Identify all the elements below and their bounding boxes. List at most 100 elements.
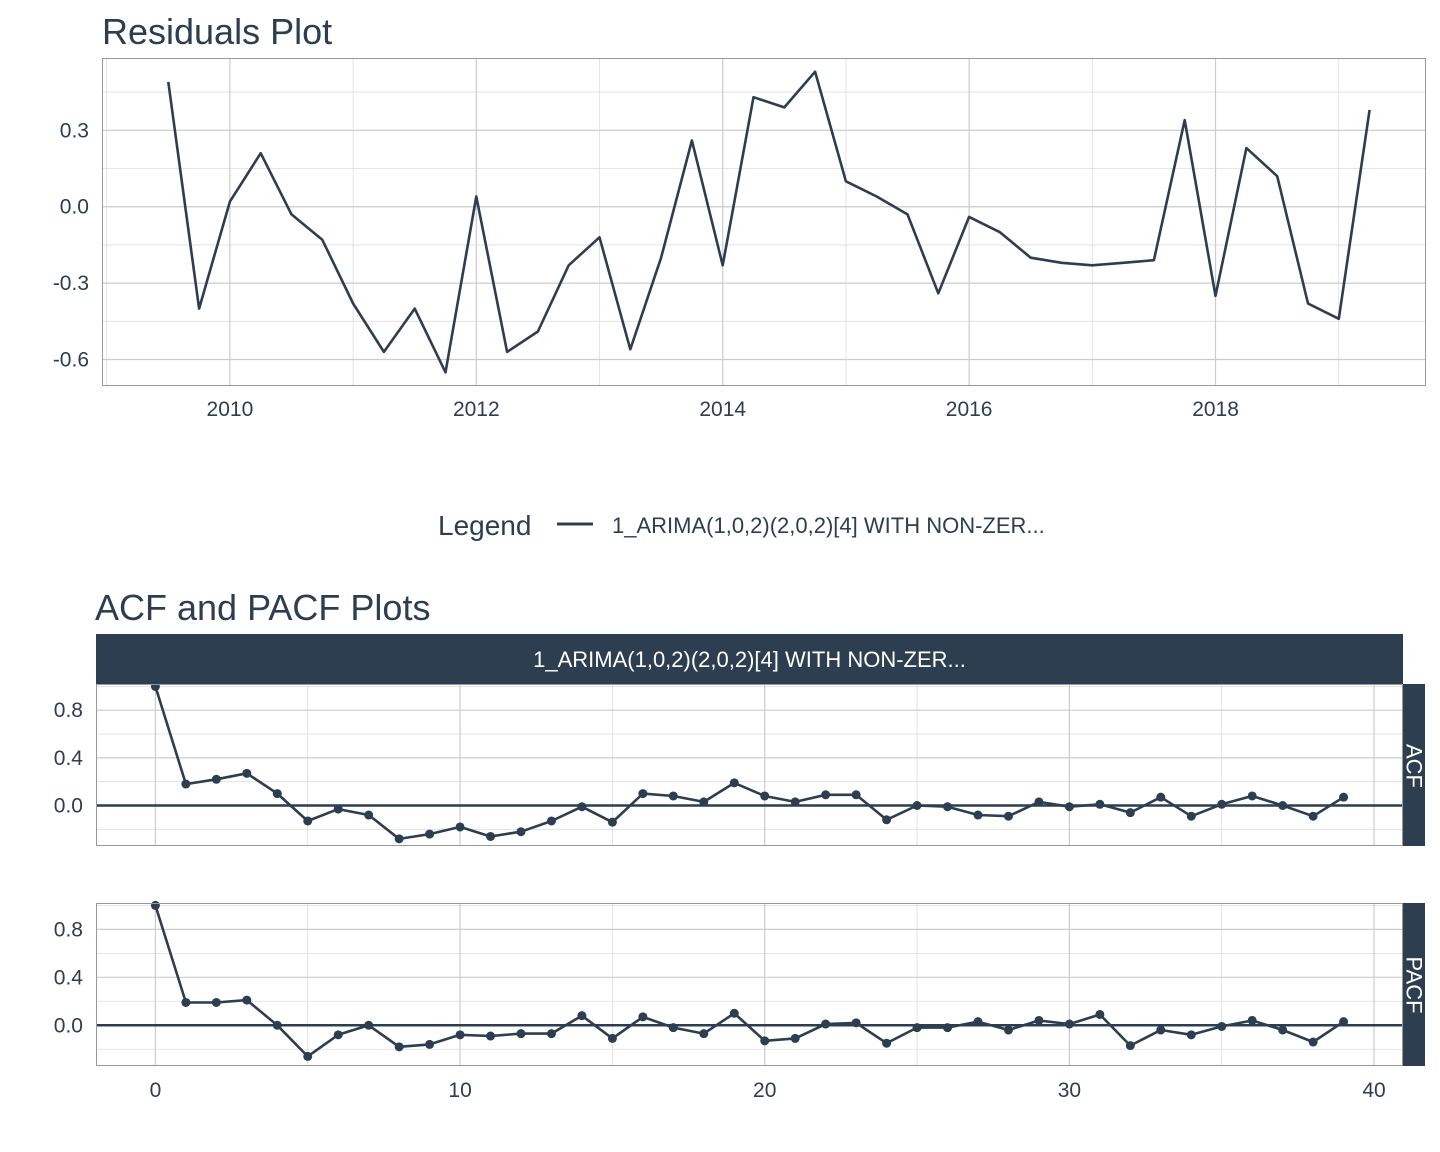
- acf-point: [1247, 791, 1257, 801]
- acf-point: [272, 789, 282, 799]
- acf-line: [154, 686, 1345, 841]
- legend-entry-label: 1_ARIMA(1,0,2)(2,0,2)[4] WITH NON-ZER...: [612, 513, 1045, 538]
- y-tick-label: 0.3: [60, 119, 89, 142]
- pacf-point: [760, 1036, 770, 1046]
- pacf-point: [882, 1038, 892, 1048]
- pacf-point: [333, 1030, 343, 1040]
- pacf-point: [1339, 1017, 1349, 1027]
- acf-point: [699, 797, 709, 807]
- x-tick-label: 2010: [207, 398, 254, 421]
- pacf-side-strip: [1403, 903, 1425, 1066]
- pacf-point: [1247, 1015, 1257, 1025]
- pacf-point: [546, 1029, 556, 1039]
- residuals-title: Residuals Plot: [102, 11, 332, 52]
- acf-point: [1217, 799, 1227, 809]
- x-tick-label: 20: [753, 1079, 776, 1102]
- x-tick-label: 10: [448, 1079, 471, 1102]
- pacf-point: [1125, 1041, 1135, 1051]
- x-tick-label: 2014: [699, 398, 746, 421]
- acf-point: [181, 779, 191, 789]
- acf-point: [455, 822, 465, 832]
- x-tick-label: 2016: [946, 398, 993, 421]
- acf-point: [394, 834, 404, 844]
- pacf-point: [1186, 1030, 1196, 1040]
- acf-side-strip: [1403, 684, 1425, 846]
- y-tick-label: -0.6: [53, 349, 89, 372]
- acf-point: [1308, 811, 1318, 821]
- facet-strip: [96, 634, 1403, 684]
- pacf-point: [272, 1020, 282, 1030]
- pacf-point: [943, 1023, 953, 1033]
- acf-point: [668, 791, 678, 801]
- acf-point: [943, 802, 953, 812]
- residuals-series: [167, 70, 1371, 374]
- y-tick-label: -0.3: [53, 272, 89, 295]
- pacf-point: [181, 997, 191, 1007]
- acf-point: [1095, 799, 1105, 809]
- y-tick-label: 0.8: [54, 918, 83, 941]
- acf-point: [729, 778, 739, 788]
- acf-point: [882, 815, 892, 825]
- pacf-point: [425, 1039, 435, 1049]
- acf-point: [760, 791, 770, 801]
- pacf-point: [242, 995, 252, 1005]
- pacf-point: [1003, 1025, 1013, 1035]
- acf-pacf-chart: ACF and PACF Plots 1_ARIMA(1,0,2)(2,0,2)…: [54, 587, 1427, 1102]
- acf-point: [333, 804, 343, 814]
- pacf-point: [638, 1012, 648, 1022]
- residuals-line: [167, 70, 1371, 374]
- pacf-point: [790, 1033, 800, 1043]
- pacf-point: [364, 1020, 374, 1030]
- y-tick-label: 0.4: [54, 747, 84, 770]
- acf-point: [364, 810, 374, 820]
- pacf-point: [1278, 1025, 1288, 1035]
- acf-point: [1156, 792, 1166, 802]
- pacf-point: [851, 1018, 861, 1028]
- pacf-point: [303, 1051, 313, 1061]
- residuals-gridlines: [103, 59, 1425, 385]
- pacf-point: [1064, 1019, 1074, 1029]
- pacf-point: [1308, 1037, 1318, 1047]
- acf-pacf-title: ACF and PACF Plots: [95, 587, 430, 628]
- legend: Legend 1_ARIMA(1,0,2)(2,0,2)[4] WITH NON…: [438, 510, 1045, 541]
- residuals-x-axis: 2010 2012 2014 2016 2018: [207, 398, 1239, 421]
- residuals-panel-border: [102, 58, 1426, 386]
- acf-panel-border: [96, 684, 1403, 846]
- acf-point: [1186, 811, 1196, 821]
- acf-point: [790, 797, 800, 807]
- pacf-point: [912, 1023, 922, 1033]
- acf-point: [973, 810, 983, 820]
- acf-point: [546, 816, 556, 826]
- pacf-point: [973, 1017, 983, 1027]
- pacf-point: [455, 1030, 465, 1040]
- acf-point: [303, 816, 313, 826]
- residuals-y-axis: -0.6 -0.3 0.0 0.3: [53, 119, 89, 371]
- acf-point: [486, 831, 496, 841]
- pacf-point: [516, 1029, 526, 1039]
- acf-panel: 0.0 0.4 0.8: [54, 681, 1403, 846]
- acf-point: [425, 829, 435, 839]
- acf-point: [1003, 811, 1013, 821]
- x-tick-label: 2012: [453, 398, 500, 421]
- y-tick-label: 0.0: [60, 196, 89, 219]
- acf-point: [1034, 797, 1044, 807]
- pacf-point: [821, 1019, 831, 1029]
- acf-point: [1339, 792, 1349, 802]
- acf-point: [1125, 808, 1135, 818]
- lag-x-axis: 0 10 20 30 40: [150, 1079, 1386, 1102]
- acf-point: [607, 817, 617, 827]
- facet-strip-label: 1_ARIMA(1,0,2)(2,0,2)[4] WITH NON-ZER...: [533, 647, 966, 672]
- pacf-point: [486, 1031, 496, 1041]
- pacf-point: [607, 1033, 617, 1043]
- acf-point: [638, 789, 648, 799]
- pacf-point: [1034, 1015, 1044, 1025]
- x-tick-label: 2018: [1192, 398, 1239, 421]
- acf-side-label: ACF: [1402, 744, 1427, 788]
- pacf-point: [729, 1008, 739, 1018]
- pacf-point: [668, 1023, 678, 1033]
- y-tick-label: 0.8: [54, 699, 83, 722]
- x-tick-label: 40: [1362, 1079, 1385, 1102]
- pacf-point: [394, 1042, 404, 1052]
- x-tick-label: 30: [1058, 1079, 1081, 1102]
